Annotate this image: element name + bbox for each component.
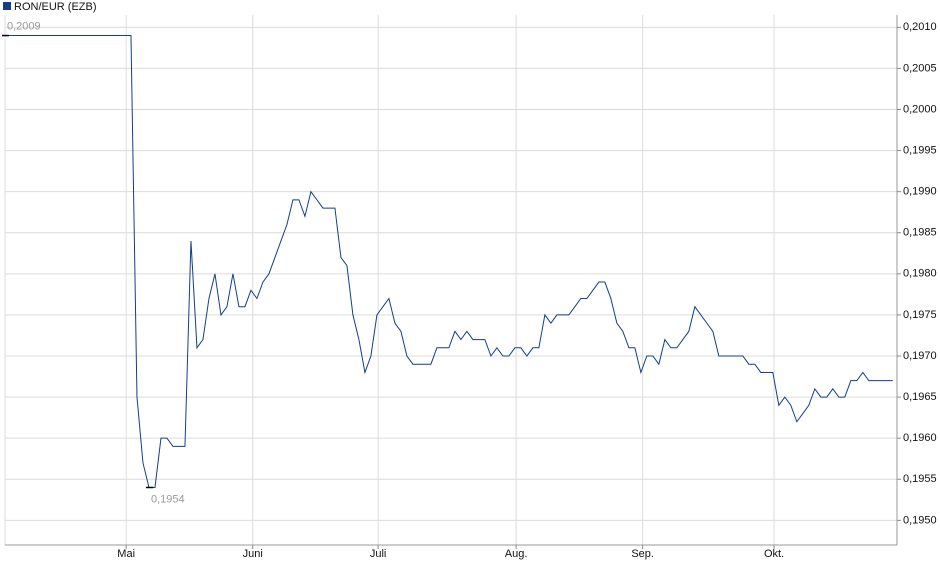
y-tick-label: 0,1960 [903,432,937,444]
legend-label: RON/EUR (EZB) [14,1,97,13]
x-tick-label: Juli [370,548,387,560]
y-tick-label: 0,1995 [903,144,937,156]
y-tick-label: 0,2005 [903,62,937,74]
x-tick-label: Aug. [505,548,528,560]
annotation: 0,2009 [7,20,41,32]
y-tick-label: 0,1975 [903,309,937,321]
x-tick-label: Okt. [764,548,784,560]
y-tick-label: 0,1950 [903,514,937,526]
y-tick-label: 0,1955 [903,473,937,485]
y-tick-label: 0,1965 [903,391,937,403]
y-tick-label: 0,2010 [903,21,937,33]
annotation: 0,1954 [151,493,185,505]
legend-swatch [3,2,11,10]
y-tick-label: 0,1980 [903,268,937,280]
x-tick-label: Mai [117,548,135,560]
y-tick-label: 0,1985 [903,227,937,239]
y-tick-label: 0,1990 [903,186,937,198]
x-tick-label: Juni [243,548,263,560]
x-tick-label: Sep. [631,548,654,560]
y-tick-label: 0,1970 [903,350,937,362]
y-tick-label: 0,2000 [903,103,937,115]
